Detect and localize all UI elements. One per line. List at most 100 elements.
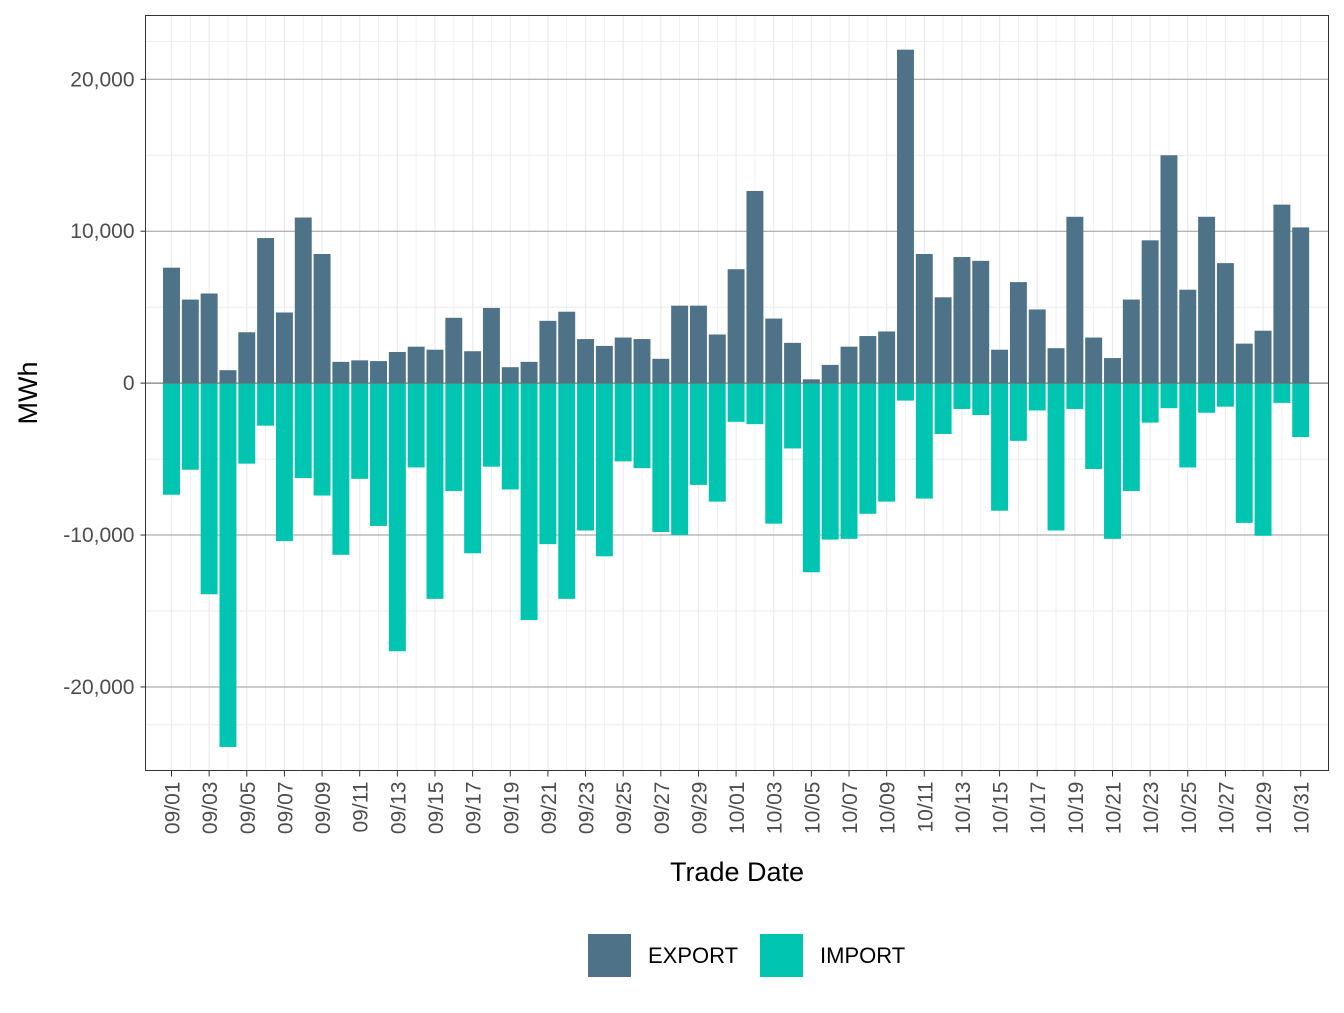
bar-import-10-07 <box>840 383 858 539</box>
bar-import-10-03 <box>765 383 783 524</box>
x-tick-label: 10/11 <box>914 782 937 833</box>
x-tick-label: 10/05 <box>801 782 824 835</box>
bar-export-10-22 <box>1122 299 1140 384</box>
bar-import-10-15 <box>991 383 1009 511</box>
bar-export-10-04 <box>784 342 802 384</box>
x-tick-label: 10/13 <box>952 782 975 835</box>
x-tick-label: 09/19 <box>500 782 523 835</box>
bar-import-09-22 <box>558 383 576 599</box>
legend-label-export: EXPORT <box>648 943 738 968</box>
bar-import-10-19 <box>1066 383 1084 409</box>
bar-export-10-24 <box>1160 155 1178 384</box>
bar-import-10-09 <box>878 383 896 502</box>
plot-panel-border <box>145 15 1329 771</box>
bar-export-09-30 <box>708 334 726 384</box>
bar-import-10-06 <box>821 383 839 540</box>
bar-import-10-16 <box>1009 383 1027 441</box>
bar-import-09-26 <box>633 383 651 469</box>
bar-export-10-31 <box>1292 227 1310 384</box>
bar-export-09-13 <box>388 351 406 384</box>
bar-export-10-09 <box>878 331 896 384</box>
x-tick-label: 10/29 <box>1253 782 1276 835</box>
bar-export-10-10 <box>897 49 914 384</box>
bar-export-09-01 <box>163 267 180 384</box>
y-tick-label: 10,000 <box>70 220 134 243</box>
x-tick-label: 09/09 <box>312 782 335 835</box>
x-axis-title: Trade Date <box>670 857 804 887</box>
bar-export-10-12 <box>934 297 952 384</box>
bar-import-09-25 <box>614 383 632 462</box>
x-tick-label: 09/07 <box>274 782 297 835</box>
bar-import-09-17 <box>464 383 482 554</box>
bar-export-10-25 <box>1179 289 1197 384</box>
bar-import-09-12 <box>370 383 387 526</box>
bar-import-10-25 <box>1179 383 1197 468</box>
y-tick-label: -20,000 <box>63 676 134 699</box>
x-tick-label: 10/31 <box>1291 782 1314 835</box>
x-tick-label: 09/23 <box>576 782 599 835</box>
bar-export-09-18 <box>482 307 500 384</box>
x-tick-label: 10/25 <box>1178 782 1201 835</box>
bar-import-10-05 <box>802 383 820 573</box>
legend-label-import: IMPORT <box>820 943 905 968</box>
bar-import-09-16 <box>445 383 463 491</box>
bar-export-09-24 <box>595 345 613 384</box>
bar-import-09-03 <box>200 383 218 595</box>
bar-import-10-04 <box>784 383 802 449</box>
bar-import-09-01 <box>163 383 180 495</box>
bar-export-10-29 <box>1254 330 1272 384</box>
bar-export-09-28 <box>671 305 689 384</box>
bar-import-09-18 <box>482 383 500 467</box>
bar-import-09-05 <box>238 383 256 464</box>
bar-export-09-20 <box>520 361 538 384</box>
bar-export-09-10 <box>332 361 350 384</box>
x-tick-label: 09/01 <box>162 782 185 835</box>
bar-import-09-13 <box>388 383 406 652</box>
bar-export-10-26 <box>1198 216 1216 384</box>
x-tick-label: 09/15 <box>425 782 448 835</box>
bar-export-10-07 <box>840 346 858 384</box>
bar-import-10-12 <box>934 383 952 435</box>
bar-export-10-19 <box>1066 216 1084 384</box>
x-tick-label: 10/01 <box>726 782 749 835</box>
bar-import-09-07 <box>275 383 293 542</box>
bar-import-09-29 <box>689 383 707 485</box>
x-tick-label: 09/17 <box>463 782 486 835</box>
bar-export-09-08 <box>294 217 312 384</box>
bar-import-10-31 <box>1292 383 1310 438</box>
bar-import-10-17 <box>1028 383 1046 411</box>
bar-import-10-21 <box>1104 383 1121 539</box>
bar-import-10-10 <box>897 383 914 401</box>
bar-import-10-26 <box>1198 383 1216 413</box>
bar-export-10-21 <box>1104 358 1121 384</box>
x-tick-label: 09/03 <box>199 782 222 835</box>
bar-import-09-28 <box>671 383 689 536</box>
bar-export-09-15 <box>426 349 444 384</box>
x-tick-label: 09/13 <box>387 782 410 835</box>
bar-export-09-29 <box>689 305 707 384</box>
x-tick-label: 10/15 <box>990 782 1013 835</box>
x-tick-label: 10/19 <box>1065 782 1088 835</box>
bar-import-10-02 <box>746 383 764 425</box>
bar-import-10-27 <box>1216 383 1234 407</box>
bar-import-09-02 <box>181 383 199 470</box>
bar-export-10-20 <box>1085 337 1103 384</box>
bar-import-09-21 <box>539 383 557 545</box>
bar-export-10-18 <box>1047 348 1065 384</box>
bar-export-10-17 <box>1028 309 1046 384</box>
bar-import-10-24 <box>1160 383 1178 409</box>
bar-export-09-27 <box>652 358 670 384</box>
bar-export-09-02 <box>181 299 199 384</box>
bar-export-10-03 <box>765 318 783 384</box>
bar-export-10-28 <box>1235 343 1253 384</box>
bar-export-09-03 <box>200 293 218 384</box>
bar-export-09-09 <box>313 254 331 384</box>
bar-export-09-12 <box>370 361 387 384</box>
bar-export-09-06 <box>257 238 275 384</box>
x-axis: 09/01 09/03 09/05 09/07 09/09 09/11 09/13 09/15… <box>162 770 1314 835</box>
bar-export-10-06 <box>821 364 839 384</box>
bar-import-10-28 <box>1235 383 1253 523</box>
x-tick-label: 09/11 <box>350 782 373 833</box>
x-tick-label: 09/25 <box>613 782 636 835</box>
